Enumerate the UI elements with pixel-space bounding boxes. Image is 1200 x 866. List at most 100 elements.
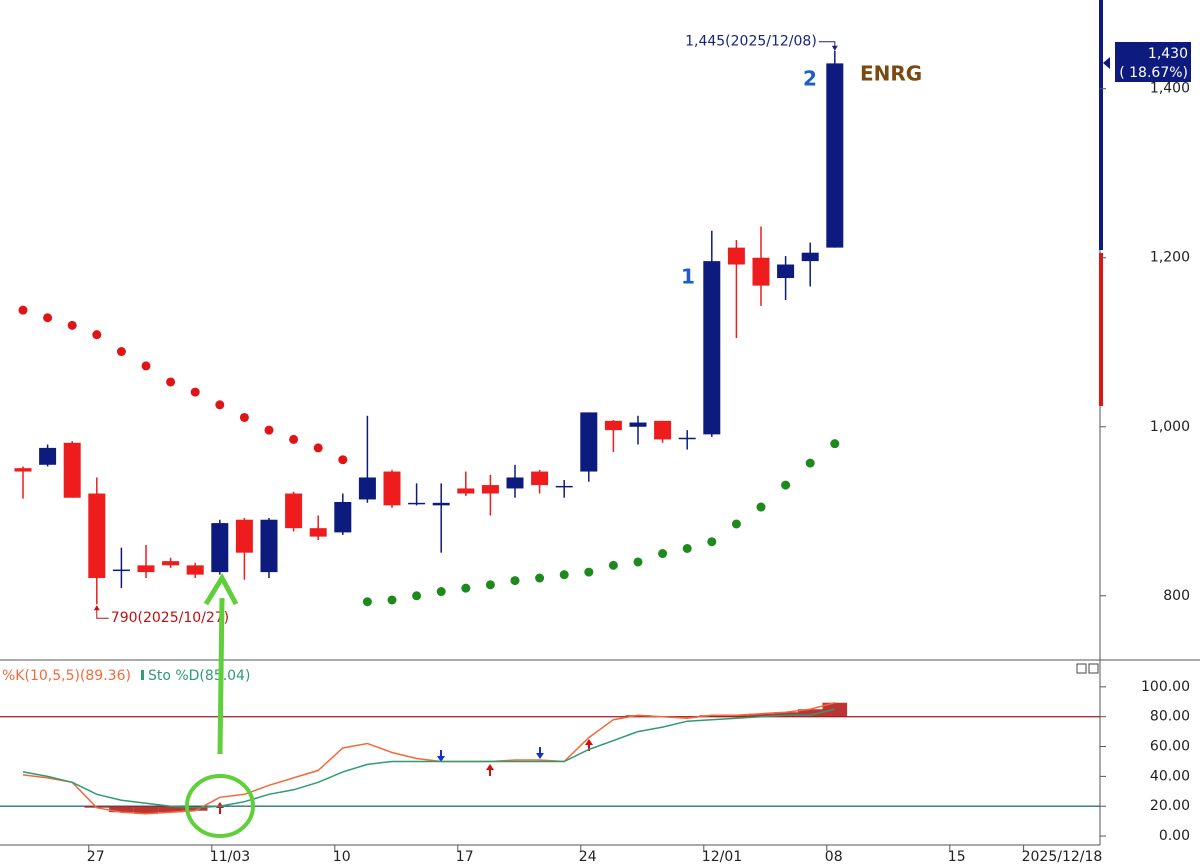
sar-dot [485, 580, 495, 590]
buy-arrow [486, 764, 494, 776]
overbought-fill [748, 713, 774, 717]
sar-dot [190, 387, 200, 397]
y-tick-label: 800 [1163, 588, 1190, 604]
sar-dot [461, 583, 471, 593]
sar-dot [682, 543, 692, 553]
panel-icon[interactable] [1076, 663, 1087, 674]
sar-dot [215, 400, 225, 410]
panel-icon[interactable] [1088, 663, 1099, 674]
price-tag [1115, 42, 1191, 82]
sar-dot [805, 458, 815, 468]
candle-body [211, 523, 229, 573]
buy-arrow [216, 802, 224, 814]
sar-dot [313, 443, 323, 453]
x-tick-label: 2025/12/18 [1022, 849, 1103, 865]
candle-body [63, 442, 81, 498]
y-tick-label: 80.00 [1150, 709, 1190, 725]
sar-dot [166, 377, 176, 387]
candle-body [14, 468, 32, 472]
legend-entry: Sto %D(85.04) [148, 668, 250, 684]
x-tick-label: 12/01 [702, 849, 742, 865]
sar-dot [658, 549, 668, 559]
candle-body [88, 493, 106, 579]
indicator-line [22, 708, 835, 809]
y-tick-label: 0.00 [1159, 828, 1190, 844]
sar-dot [412, 591, 422, 601]
sell-arrow [536, 747, 544, 759]
candle-body [235, 519, 253, 553]
candle-body [383, 471, 401, 506]
sar-dot [289, 434, 299, 444]
sar-dot [731, 519, 741, 529]
sar-dot [141, 361, 151, 371]
sell-arrow [437, 750, 445, 762]
x-tick-label: 15 [948, 849, 966, 865]
sar-dot [830, 439, 840, 449]
candle-body [654, 420, 672, 440]
sar-dot [633, 557, 643, 567]
plot-layer: 800 1,000 1,200 1,400 27 11/03 10 17 24 12/01 08 15… [0, 34, 1190, 865]
y-tick-label: 1,200 [1150, 250, 1190, 266]
y-tick-label: 20.00 [1150, 798, 1190, 814]
y-tick-label: 40.00 [1150, 768, 1190, 784]
overbought-fill [797, 709, 823, 717]
candle-body [678, 437, 696, 440]
sar-dot [92, 330, 102, 340]
sar-dot [436, 587, 446, 597]
candle-body [580, 412, 598, 472]
x-tick-label: 17 [456, 849, 474, 865]
sar-dot [116, 347, 126, 357]
candle-body [604, 420, 622, 431]
sar-dot [43, 313, 53, 323]
candle-body [112, 569, 130, 572]
candle-body [309, 528, 327, 537]
signal-arrows [216, 739, 593, 814]
candle-body [752, 257, 770, 286]
side-bar [1099, 253, 1103, 406]
sar-dot [387, 595, 397, 605]
legend-swatch [140, 670, 144, 680]
candle-body [506, 477, 524, 489]
oversold-fill [109, 806, 134, 813]
candle-body [285, 493, 303, 529]
candle-body [432, 502, 450, 506]
max-arrowhead [831, 45, 838, 51]
sar-dot [608, 560, 618, 570]
sar-dot [510, 576, 520, 586]
max-label: 1,445(2025/12/08) [685, 34, 817, 50]
x-tick-label: 08 [825, 849, 843, 865]
sar-dot [338, 455, 348, 465]
price-pointer [1103, 57, 1110, 69]
x-tick-label: 10 [333, 849, 351, 865]
legend-entry: %K(10,5,5)(89.36) [2, 668, 131, 684]
y-tick-label: 1,400 [1150, 81, 1190, 97]
y-tick-label: 1,000 [1150, 419, 1190, 435]
candle-body [555, 485, 573, 488]
min-label: 790(2025/10/27) [111, 610, 229, 626]
sar-dot [18, 305, 28, 315]
candle-body [186, 565, 204, 575]
candle-body [358, 477, 376, 500]
highlight-circle [185, 774, 255, 838]
x-tick-label: 24 [579, 849, 597, 865]
last-price: 1,430 [1148, 46, 1188, 62]
candle-body [39, 447, 57, 465]
indicator-line [22, 701, 835, 815]
sar-dot [781, 480, 791, 490]
candle-body [801, 252, 819, 262]
sar-dot [756, 502, 766, 512]
oversold-fill [158, 806, 183, 813]
sar-dot [67, 320, 77, 330]
x-tick-label: 27 [87, 849, 105, 865]
candle-body [727, 247, 745, 265]
min-arrowhead [93, 605, 100, 611]
y-tick-label: 60.00 [1150, 739, 1190, 755]
sar-dot [584, 567, 594, 577]
candle-body [777, 264, 795, 279]
wave-label: 1 [681, 265, 695, 289]
y-tick-label: 100.00 [1141, 679, 1190, 695]
x-tick-label: 11/03 [210, 849, 250, 865]
candle-body [826, 63, 844, 248]
candle-body [408, 502, 426, 505]
